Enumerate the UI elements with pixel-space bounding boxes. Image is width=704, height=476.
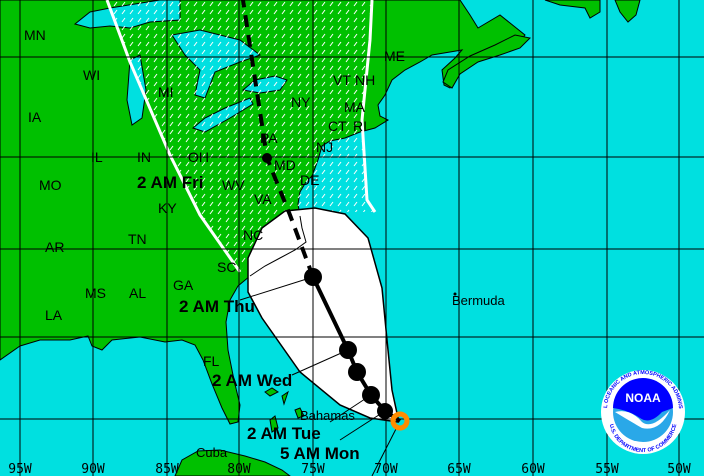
- state-label: MO: [39, 177, 62, 193]
- state-label: FL: [203, 353, 220, 369]
- state-label: DE: [300, 172, 319, 188]
- state-label: WI: [83, 67, 100, 83]
- watch-boundary-line-west: [105, 0, 242, 273]
- state-label: NH: [355, 72, 375, 88]
- bahamas-island: [264, 387, 279, 397]
- state-label: NY: [291, 94, 311, 110]
- bermuda-label: Bermuda: [452, 293, 506, 308]
- longitude-label: 85W: [155, 462, 179, 476]
- cuba-island: [174, 449, 291, 476]
- state-label: AL: [129, 285, 146, 301]
- longitude-label: 50W: [667, 462, 691, 476]
- forecast-label-mon: 5 AM Mon: [280, 444, 360, 463]
- longitude-label: 70W: [374, 462, 398, 476]
- coastline-under-cone: [249, 215, 307, 277]
- state-labels: MN WI MI IA IL IN OH MO KY WV VA PA NY N…: [24, 27, 405, 369]
- forecast-label-wed: 2 AM Wed: [212, 371, 292, 390]
- state-label: VA: [254, 191, 272, 207]
- bahamas-island: [294, 407, 305, 419]
- state-label: NJ: [316, 139, 333, 155]
- state-label: GA: [173, 277, 194, 293]
- bahamas-island: [281, 390, 289, 406]
- forecast-label-fri: 2 AM Fri: [137, 173, 203, 192]
- track-points: [304, 268, 393, 419]
- state-label: VT: [333, 72, 351, 88]
- state-label: CT: [328, 118, 347, 134]
- bahamas-island: [269, 415, 279, 433]
- state-label: IN: [137, 149, 151, 165]
- state-label: MA: [344, 99, 366, 115]
- longitude-label: 65W: [447, 462, 471, 476]
- state-label: OH: [188, 149, 209, 165]
- track-point-wed: [339, 341, 357, 359]
- longitude-label: 95W: [8, 462, 32, 476]
- state-label: ME: [384, 48, 405, 64]
- state-label: MD: [274, 157, 296, 173]
- track-point: [348, 363, 366, 381]
- bermuda-marker: [453, 292, 457, 296]
- current-position-marker: [390, 411, 410, 431]
- state-label: IA: [28, 109, 42, 125]
- cuba-label: Cuba: [196, 445, 228, 460]
- state-label: KY: [158, 200, 177, 216]
- forecast-track-dashed: [241, 0, 315, 278]
- state-label: WV: [222, 177, 245, 193]
- longitude-label: 60W: [521, 462, 545, 476]
- noaa-logo-text: NOAA: [625, 391, 661, 405]
- state-label: MI: [158, 84, 174, 100]
- state-label: MS: [85, 285, 106, 301]
- state-label: PA: [260, 130, 278, 146]
- longitude-labels: 95W 90W 85W 80W 75W 70W 65W 60W 55W 50W: [8, 462, 691, 476]
- longitude-label: 75W: [301, 462, 325, 476]
- forecast-label-tue: 2 AM Tue: [247, 424, 321, 443]
- state-label: LA: [45, 307, 63, 323]
- newfoundland: [544, 0, 601, 19]
- state-label: AR: [45, 239, 64, 255]
- bahamas-label: Bahamas: [300, 408, 355, 423]
- track-point-thu: [304, 268, 322, 286]
- track-point-tue: [377, 403, 393, 419]
- forecast-label-thu: 2 AM Thu: [179, 297, 255, 316]
- newfoundland-east: [614, 0, 641, 23]
- track-point-fri: [262, 153, 272, 163]
- longitude-label: 90W: [81, 462, 105, 476]
- state-label: SC: [217, 259, 236, 275]
- state-label: IL: [91, 149, 103, 165]
- state-label: RI: [353, 118, 367, 134]
- watch-boundary-line-east: [360, 0, 377, 213]
- longitude-label: 80W: [227, 462, 251, 476]
- longitude-label: 55W: [595, 462, 619, 476]
- label-leader-lines: [239, 276, 399, 476]
- state-label: TN: [128, 231, 147, 247]
- state-label: MN: [24, 27, 46, 43]
- track-point: [362, 386, 380, 404]
- state-label: NC: [243, 227, 263, 243]
